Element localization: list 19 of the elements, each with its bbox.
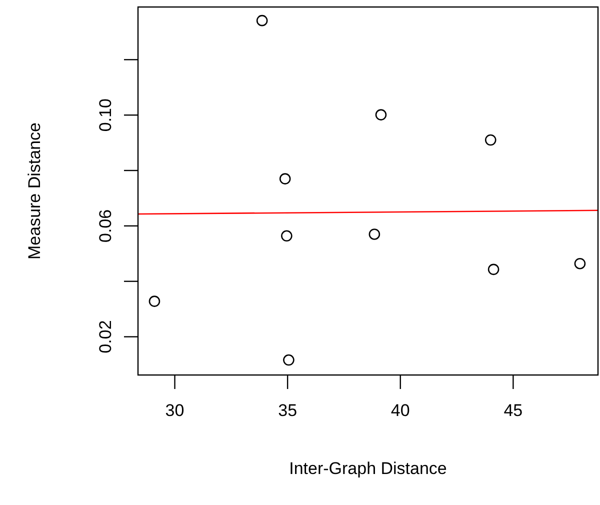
x-tick-label: 40 <box>390 401 410 420</box>
y-tick-label: 0.10 <box>96 98 115 132</box>
y-tick-label: 0.06 <box>96 209 115 242</box>
point <box>574 258 586 270</box>
point <box>488 264 500 276</box>
point <box>279 173 291 184</box>
point <box>281 230 292 242</box>
y-tick-label: 0.02 <box>96 320 115 354</box>
point <box>484 134 496 146</box>
point <box>283 354 294 366</box>
x-axis-title: Inter-Graph Distance <box>289 459 447 478</box>
x-tick-label: 30 <box>165 401 184 420</box>
x-tick-label: 35 <box>278 401 298 420</box>
x-tick-label: 45 <box>504 401 523 420</box>
y-axis-title: Measure Distance <box>25 122 44 260</box>
point <box>256 14 268 26</box>
point <box>148 296 160 307</box>
point <box>368 228 380 240</box>
point <box>375 109 387 120</box>
